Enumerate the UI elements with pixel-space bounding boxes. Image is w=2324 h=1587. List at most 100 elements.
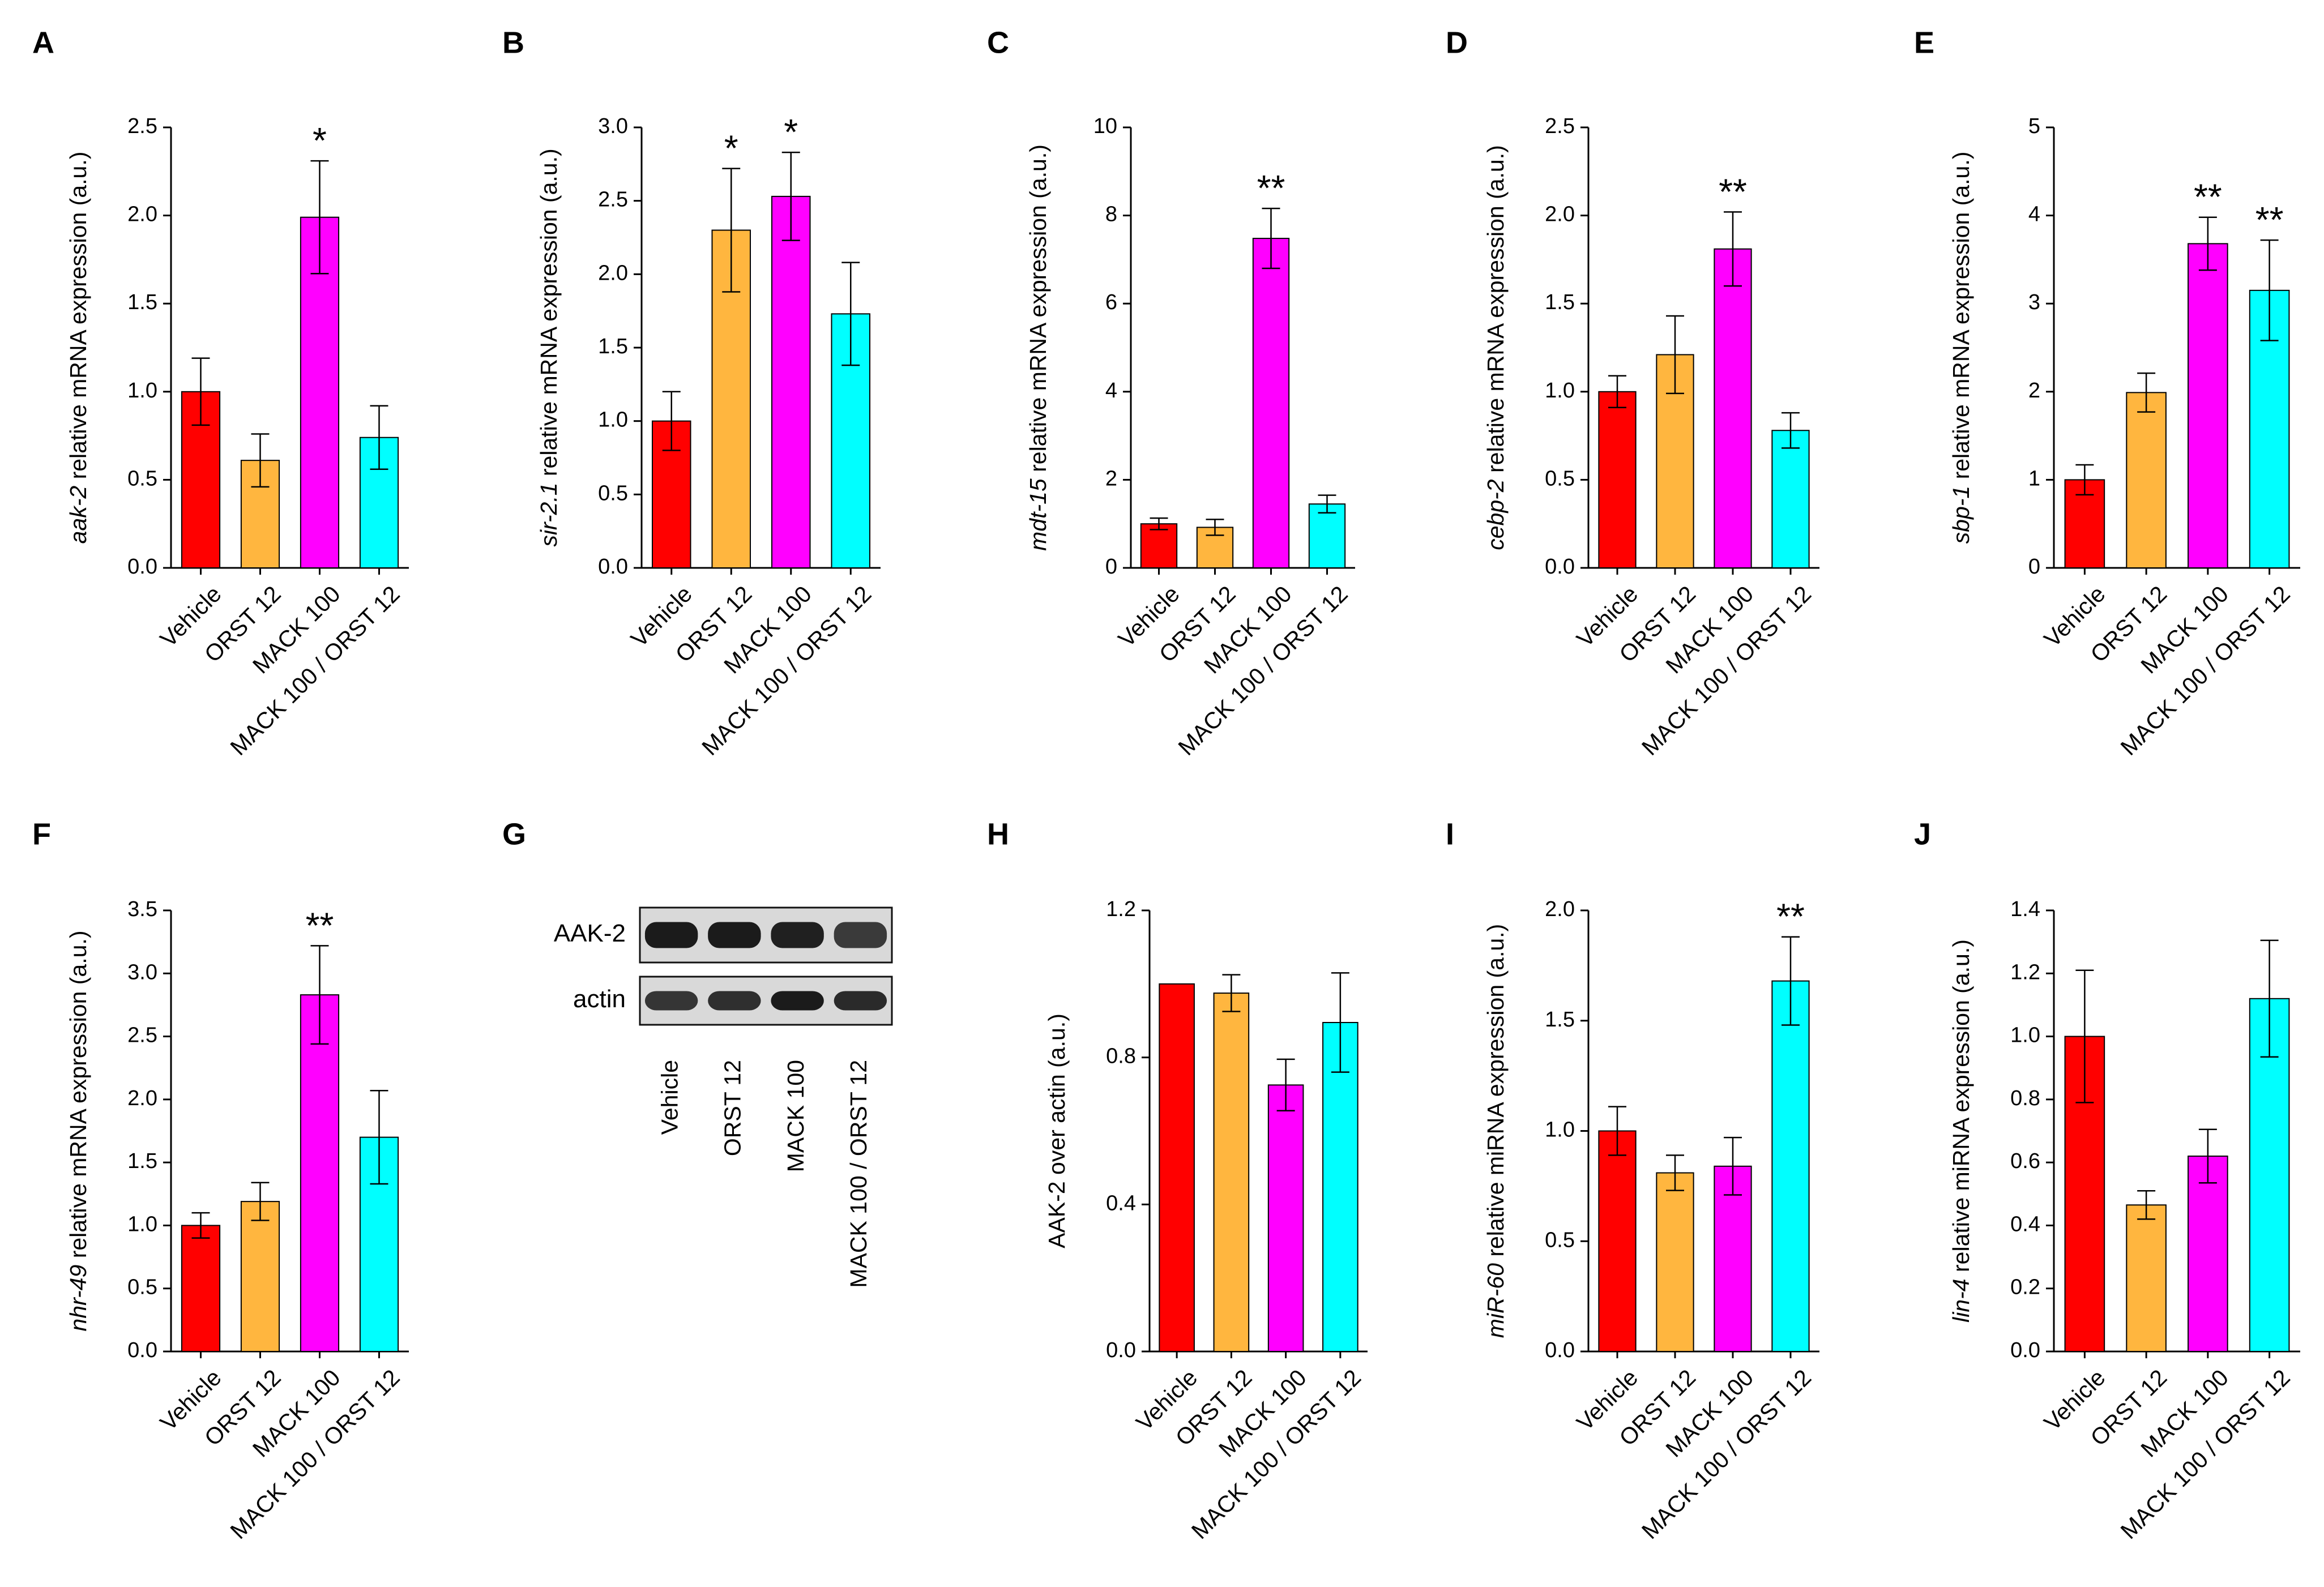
panel-label: E bbox=[1914, 25, 1934, 59]
y-tick-label: 0.2 bbox=[2010, 1276, 2040, 1299]
y-axis-title: mdt-15 relative mRNA expression (a.u.) bbox=[1025, 144, 1051, 551]
y-tick-label: 1.0 bbox=[2010, 1024, 2040, 1047]
panel-label: I bbox=[1446, 817, 1454, 851]
y-axis-title-text: relative mRNA expression (a.u.) bbox=[1025, 144, 1051, 478]
y-tick-label: 0.5 bbox=[598, 481, 628, 505]
bar bbox=[1267, 1084, 1304, 1352]
y-tick-label: 0.0 bbox=[127, 1338, 157, 1362]
y-axis-title: sbp-1 relative mRNA expression (a.u.) bbox=[1948, 152, 1974, 544]
y-tick-label: 3.0 bbox=[598, 114, 628, 138]
y-tick-label: 2.5 bbox=[127, 1024, 157, 1047]
y-tick-label: 0.0 bbox=[2010, 1338, 2040, 1362]
y-tick-label: 0.0 bbox=[598, 555, 628, 579]
y-axis-title-gene: nhr-49 bbox=[65, 1265, 91, 1332]
y-tick-label: 0.0 bbox=[1545, 1338, 1575, 1362]
panel-b: B 0.0 0.5 1.0 1.5 2.0 2.5 3.0 sir-2.1 relative m… bbox=[502, 25, 881, 760]
y-tick-label: 1.2 bbox=[2010, 960, 2040, 984]
significance-marker: * bbox=[724, 128, 738, 169]
bar bbox=[2126, 392, 2167, 569]
y-axis-title-gene: miR-60 bbox=[1483, 1263, 1509, 1338]
significance-marker: ** bbox=[1776, 896, 1805, 937]
y-tick-label: 0 bbox=[2028, 555, 2040, 579]
y-axis-title-text: relative mRNA expression (a.u.) bbox=[1948, 152, 1974, 486]
blot-row-label: AAK-2 bbox=[554, 919, 626, 947]
y-tick-label: 0.8 bbox=[1106, 1045, 1136, 1068]
y-tick-label: 0.0 bbox=[127, 555, 157, 579]
bar bbox=[1771, 980, 1810, 1352]
y-axis-title-text: relative mRNA expression (a.u.) bbox=[536, 148, 562, 482]
y-tick-label: 1.5 bbox=[598, 335, 628, 358]
y-tick-label: 1.2 bbox=[1106, 897, 1136, 921]
y-tick-label: 0.5 bbox=[127, 1276, 157, 1299]
bar bbox=[300, 994, 340, 1352]
blot-band bbox=[771, 922, 824, 948]
y-tick-label: 8 bbox=[1105, 203, 1117, 226]
bar bbox=[2126, 1204, 2167, 1353]
y-tick-label: 0.8 bbox=[2010, 1086, 2040, 1110]
y-tick-label: 4 bbox=[2028, 203, 2040, 226]
significance-marker: ** bbox=[1719, 171, 1747, 212]
y-tick-label: 0.0 bbox=[1545, 555, 1575, 579]
significance-marker: ** bbox=[1257, 168, 1285, 208]
bar bbox=[2188, 243, 2228, 568]
bar bbox=[1252, 238, 1290, 568]
y-tick-label: 5 bbox=[2028, 114, 2040, 138]
bar bbox=[2188, 1156, 2228, 1352]
y-axis-title-text: relative miRNA expression (a.u.) bbox=[1483, 924, 1509, 1263]
y-tick-label: 2.0 bbox=[127, 203, 157, 226]
bar bbox=[1771, 430, 1810, 568]
y-axis-title: cebp-2 relative mRNA expression (a.u.) bbox=[1483, 145, 1509, 550]
y-axis-title-gene: cebp-2 bbox=[1483, 479, 1509, 550]
y-tick-label: 0 bbox=[1105, 555, 1117, 579]
y-tick-label: 0.4 bbox=[1106, 1191, 1136, 1215]
y-tick-label: 1.5 bbox=[127, 1149, 157, 1173]
y-tick-label: 6 bbox=[1105, 290, 1117, 314]
blot-band bbox=[834, 991, 887, 1011]
y-tick-label: 1.5 bbox=[127, 290, 157, 314]
blot-band bbox=[708, 922, 761, 948]
y-axis-title-gene: mdt-15 bbox=[1025, 478, 1051, 551]
y-tick-label: 2.5 bbox=[127, 114, 157, 138]
y-axis-title-gene: sbp-1 bbox=[1948, 486, 1974, 544]
y-tick-label: 3.0 bbox=[127, 960, 157, 984]
y-tick-label: 1.4 bbox=[2010, 897, 2040, 921]
y-tick-label: 2.0 bbox=[127, 1086, 157, 1110]
blot-band bbox=[834, 922, 887, 948]
panel-label: C bbox=[987, 25, 1009, 59]
significance-marker: * bbox=[784, 112, 798, 152]
panel-i: I 0.0 0.5 1.0 1.5 2.0 miR-60 relative miRNA ex… bbox=[1446, 817, 1819, 1544]
bar bbox=[1714, 1165, 1752, 1353]
y-axis-title: nhr-49 relative mRNA expression (a.u.) bbox=[65, 931, 91, 1332]
significance-marker: ** bbox=[306, 905, 334, 946]
blot-lane-label: Vehicle bbox=[656, 1060, 682, 1135]
y-tick-label: 1.0 bbox=[1545, 1118, 1575, 1142]
y-tick-label: 3 bbox=[2028, 290, 2040, 314]
panel-label: D bbox=[1446, 25, 1468, 59]
y-tick-label: 1.5 bbox=[1545, 1008, 1575, 1032]
y-tick-label: 4 bbox=[1105, 379, 1117, 403]
panel-g: G AAK-2 actin Vehicle ORST 12 MACK 100 MACK 10… bbox=[502, 817, 893, 1288]
y-axis-title-text: AAK-2 over actin (a.u.) bbox=[1044, 1013, 1070, 1248]
bar bbox=[1714, 248, 1752, 568]
y-axis-title-text: relative mRNA expression (a.u.) bbox=[65, 931, 91, 1265]
y-tick-label: 1.0 bbox=[127, 1212, 157, 1236]
y-tick-label: 0.5 bbox=[1545, 467, 1575, 490]
bar bbox=[181, 1225, 221, 1352]
y-tick-label: 0.4 bbox=[2010, 1212, 2040, 1236]
significance-marker: ** bbox=[2194, 177, 2222, 217]
bar bbox=[1159, 983, 1195, 1353]
y-axis-title-gene: sir-2.1 bbox=[536, 482, 562, 546]
blot-lane-label: ORST 12 bbox=[720, 1060, 746, 1156]
y-axis-title: AAK-2 over actin (a.u.) bbox=[1044, 1013, 1070, 1248]
y-tick-label: 2 bbox=[2028, 379, 2040, 403]
y-tick-label: 10 bbox=[1093, 114, 1117, 138]
panel-label: A bbox=[32, 25, 54, 59]
y-tick-label: 2.0 bbox=[1545, 897, 1575, 921]
bar bbox=[1656, 1172, 1694, 1352]
panel-c: C 0 2 4 6 8 10 mdt-15 relative mRNA expression … bbox=[987, 25, 1355, 760]
blot-lane-label: MACK 100 / ORST 12 bbox=[845, 1060, 872, 1288]
y-tick-label: 2.5 bbox=[598, 188, 628, 212]
y-axis-title: sir-2.1 relative mRNA expression (a.u.) bbox=[536, 148, 562, 546]
y-tick-label: 2 bbox=[1105, 467, 1117, 490]
